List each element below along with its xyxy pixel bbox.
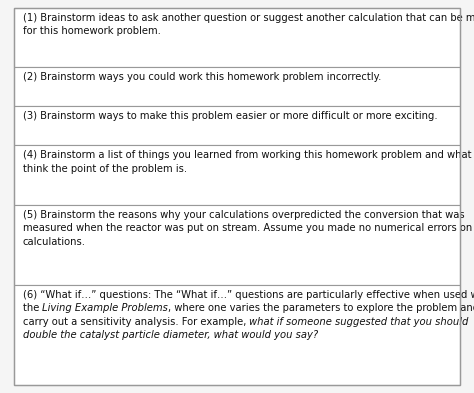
Text: the: the — [23, 303, 42, 313]
Bar — [14, 106, 460, 145]
Text: think the point of the problem is.: think the point of the problem is. — [23, 164, 187, 174]
Text: carry out a sensitivity analysis. For example,: carry out a sensitivity analysis. For ex… — [23, 317, 249, 327]
Text: calculations.: calculations. — [23, 237, 86, 247]
Bar — [14, 8, 460, 67]
Text: double the catalyst particle diameter, what would you say?: double the catalyst particle diameter, w… — [23, 330, 318, 340]
Text: for this homework problem.: for this homework problem. — [23, 26, 161, 37]
Bar — [14, 285, 460, 385]
Text: (4) Brainstorm a list of things you learned from working this homework problem a: (4) Brainstorm a list of things you lear… — [23, 151, 474, 160]
Text: (6) “What if…” questions: The “What if…” questions are particularly effective wh: (6) “What if…” questions: The “What if…”… — [23, 290, 474, 300]
Bar — [14, 205, 460, 285]
Text: (5) Brainstorm the reasons why your calculations overpredicted the conversion th: (5) Brainstorm the reasons why your calc… — [23, 210, 465, 220]
Text: , where one varies the parameters to explore the problem and to: , where one varies the parameters to exp… — [168, 303, 474, 313]
Text: measured when the reactor was put on stream. Assume you made no numerical errors: measured when the reactor was put on str… — [23, 223, 474, 233]
Text: (2) Brainstorm ways you could work this homework problem incorrectly.: (2) Brainstorm ways you could work this … — [23, 72, 381, 83]
Bar — [14, 67, 460, 106]
Text: (3) Brainstorm ways to make this problem easier or more difficult or more exciti: (3) Brainstorm ways to make this problem… — [23, 111, 438, 121]
Bar — [14, 145, 460, 205]
Text: (1) Brainstorm ideas to ask another question or suggest another calculation that: (1) Brainstorm ideas to ask another ques… — [23, 13, 474, 23]
Text: what if someone suggested that you should: what if someone suggested that you shoul… — [249, 317, 469, 327]
Text: Living Example Problems: Living Example Problems — [42, 303, 168, 313]
